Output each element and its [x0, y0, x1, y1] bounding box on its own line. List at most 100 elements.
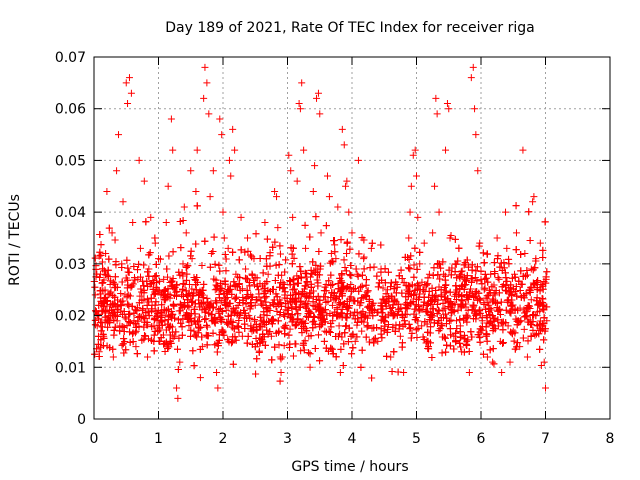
data-point — [520, 309, 528, 317]
data-point — [112, 261, 120, 269]
data-point — [160, 275, 168, 283]
data-point — [291, 285, 299, 293]
data-point — [314, 292, 322, 300]
data-point — [470, 293, 478, 301]
data-point — [489, 297, 497, 305]
data-point — [218, 284, 226, 292]
x-tick-label: 2 — [219, 431, 228, 447]
data-point — [118, 322, 126, 330]
data-point — [452, 337, 460, 345]
data-point — [422, 307, 430, 315]
data-point — [332, 332, 340, 340]
data-point — [116, 327, 124, 335]
data-point — [353, 308, 361, 316]
data-point — [120, 328, 128, 336]
data-point — [332, 255, 340, 263]
data-point — [261, 341, 269, 349]
data-point — [140, 177, 148, 185]
data-point — [437, 292, 445, 300]
data-point — [156, 277, 164, 285]
data-point — [411, 305, 419, 313]
data-point — [500, 258, 508, 266]
data-point — [298, 329, 306, 337]
data-point — [277, 279, 285, 287]
data-point — [120, 308, 128, 316]
data-point — [198, 261, 206, 269]
data-point — [320, 337, 328, 345]
data-point — [196, 345, 204, 353]
data-point — [300, 146, 308, 154]
data-point — [101, 313, 109, 321]
data-point — [450, 345, 458, 353]
data-point — [452, 260, 460, 268]
data-point — [377, 241, 385, 249]
data-point — [253, 274, 261, 282]
data-point — [263, 278, 271, 286]
data-point — [272, 261, 280, 269]
data-point — [233, 283, 241, 291]
data-point — [434, 319, 442, 327]
data-point — [455, 244, 463, 252]
data-point — [506, 358, 514, 366]
data-point — [234, 323, 242, 331]
data-point — [238, 332, 246, 340]
data-point — [289, 276, 297, 284]
data-point — [465, 347, 473, 355]
data-point — [193, 146, 201, 154]
data-point — [158, 301, 166, 309]
data-point — [136, 292, 144, 300]
data-point — [523, 304, 531, 312]
data-point — [360, 265, 368, 273]
data-point — [379, 312, 387, 320]
data-point — [528, 321, 536, 329]
data-point — [526, 237, 534, 245]
data-point — [135, 156, 143, 164]
data-point — [420, 301, 428, 309]
data-point — [261, 218, 269, 226]
data-point — [143, 301, 151, 309]
data-point — [519, 272, 527, 280]
data-point — [462, 340, 470, 348]
data-point — [305, 349, 313, 357]
data-point — [181, 281, 189, 289]
data-point — [369, 305, 377, 313]
data-point — [475, 295, 483, 303]
data-point — [413, 265, 421, 273]
data-point — [478, 280, 486, 288]
data-point — [411, 244, 419, 252]
data-point — [179, 272, 187, 280]
data-point — [214, 339, 222, 347]
data-point — [338, 292, 346, 300]
data-point — [111, 280, 119, 288]
data-point — [536, 239, 544, 247]
data-point — [477, 267, 485, 275]
data-point — [377, 330, 385, 338]
data-point — [377, 305, 385, 313]
data-point — [298, 79, 306, 87]
data-point — [94, 340, 102, 348]
data-point — [387, 279, 395, 287]
data-point — [512, 202, 520, 210]
y-axis: 0 0.01 0.02 0.03 0.04 0.05 0.06 0.07 — [55, 50, 610, 428]
data-point — [120, 349, 128, 357]
data-point — [106, 290, 114, 298]
data-point — [494, 274, 502, 282]
data-point — [111, 293, 119, 301]
data-point — [124, 100, 132, 108]
data-point — [511, 273, 519, 281]
data-point — [129, 329, 137, 337]
data-point — [472, 131, 480, 139]
data-point — [145, 298, 153, 306]
data-point — [529, 326, 537, 334]
data-point — [257, 297, 265, 305]
data-point — [148, 336, 156, 344]
data-point — [140, 286, 148, 294]
data-point — [142, 309, 150, 317]
data-point — [403, 299, 411, 307]
data-point — [151, 234, 159, 242]
data-point — [123, 293, 131, 301]
data-point — [135, 260, 143, 268]
data-point — [541, 327, 549, 335]
data-point — [530, 193, 538, 201]
x-tick-label: 0 — [90, 431, 99, 447]
